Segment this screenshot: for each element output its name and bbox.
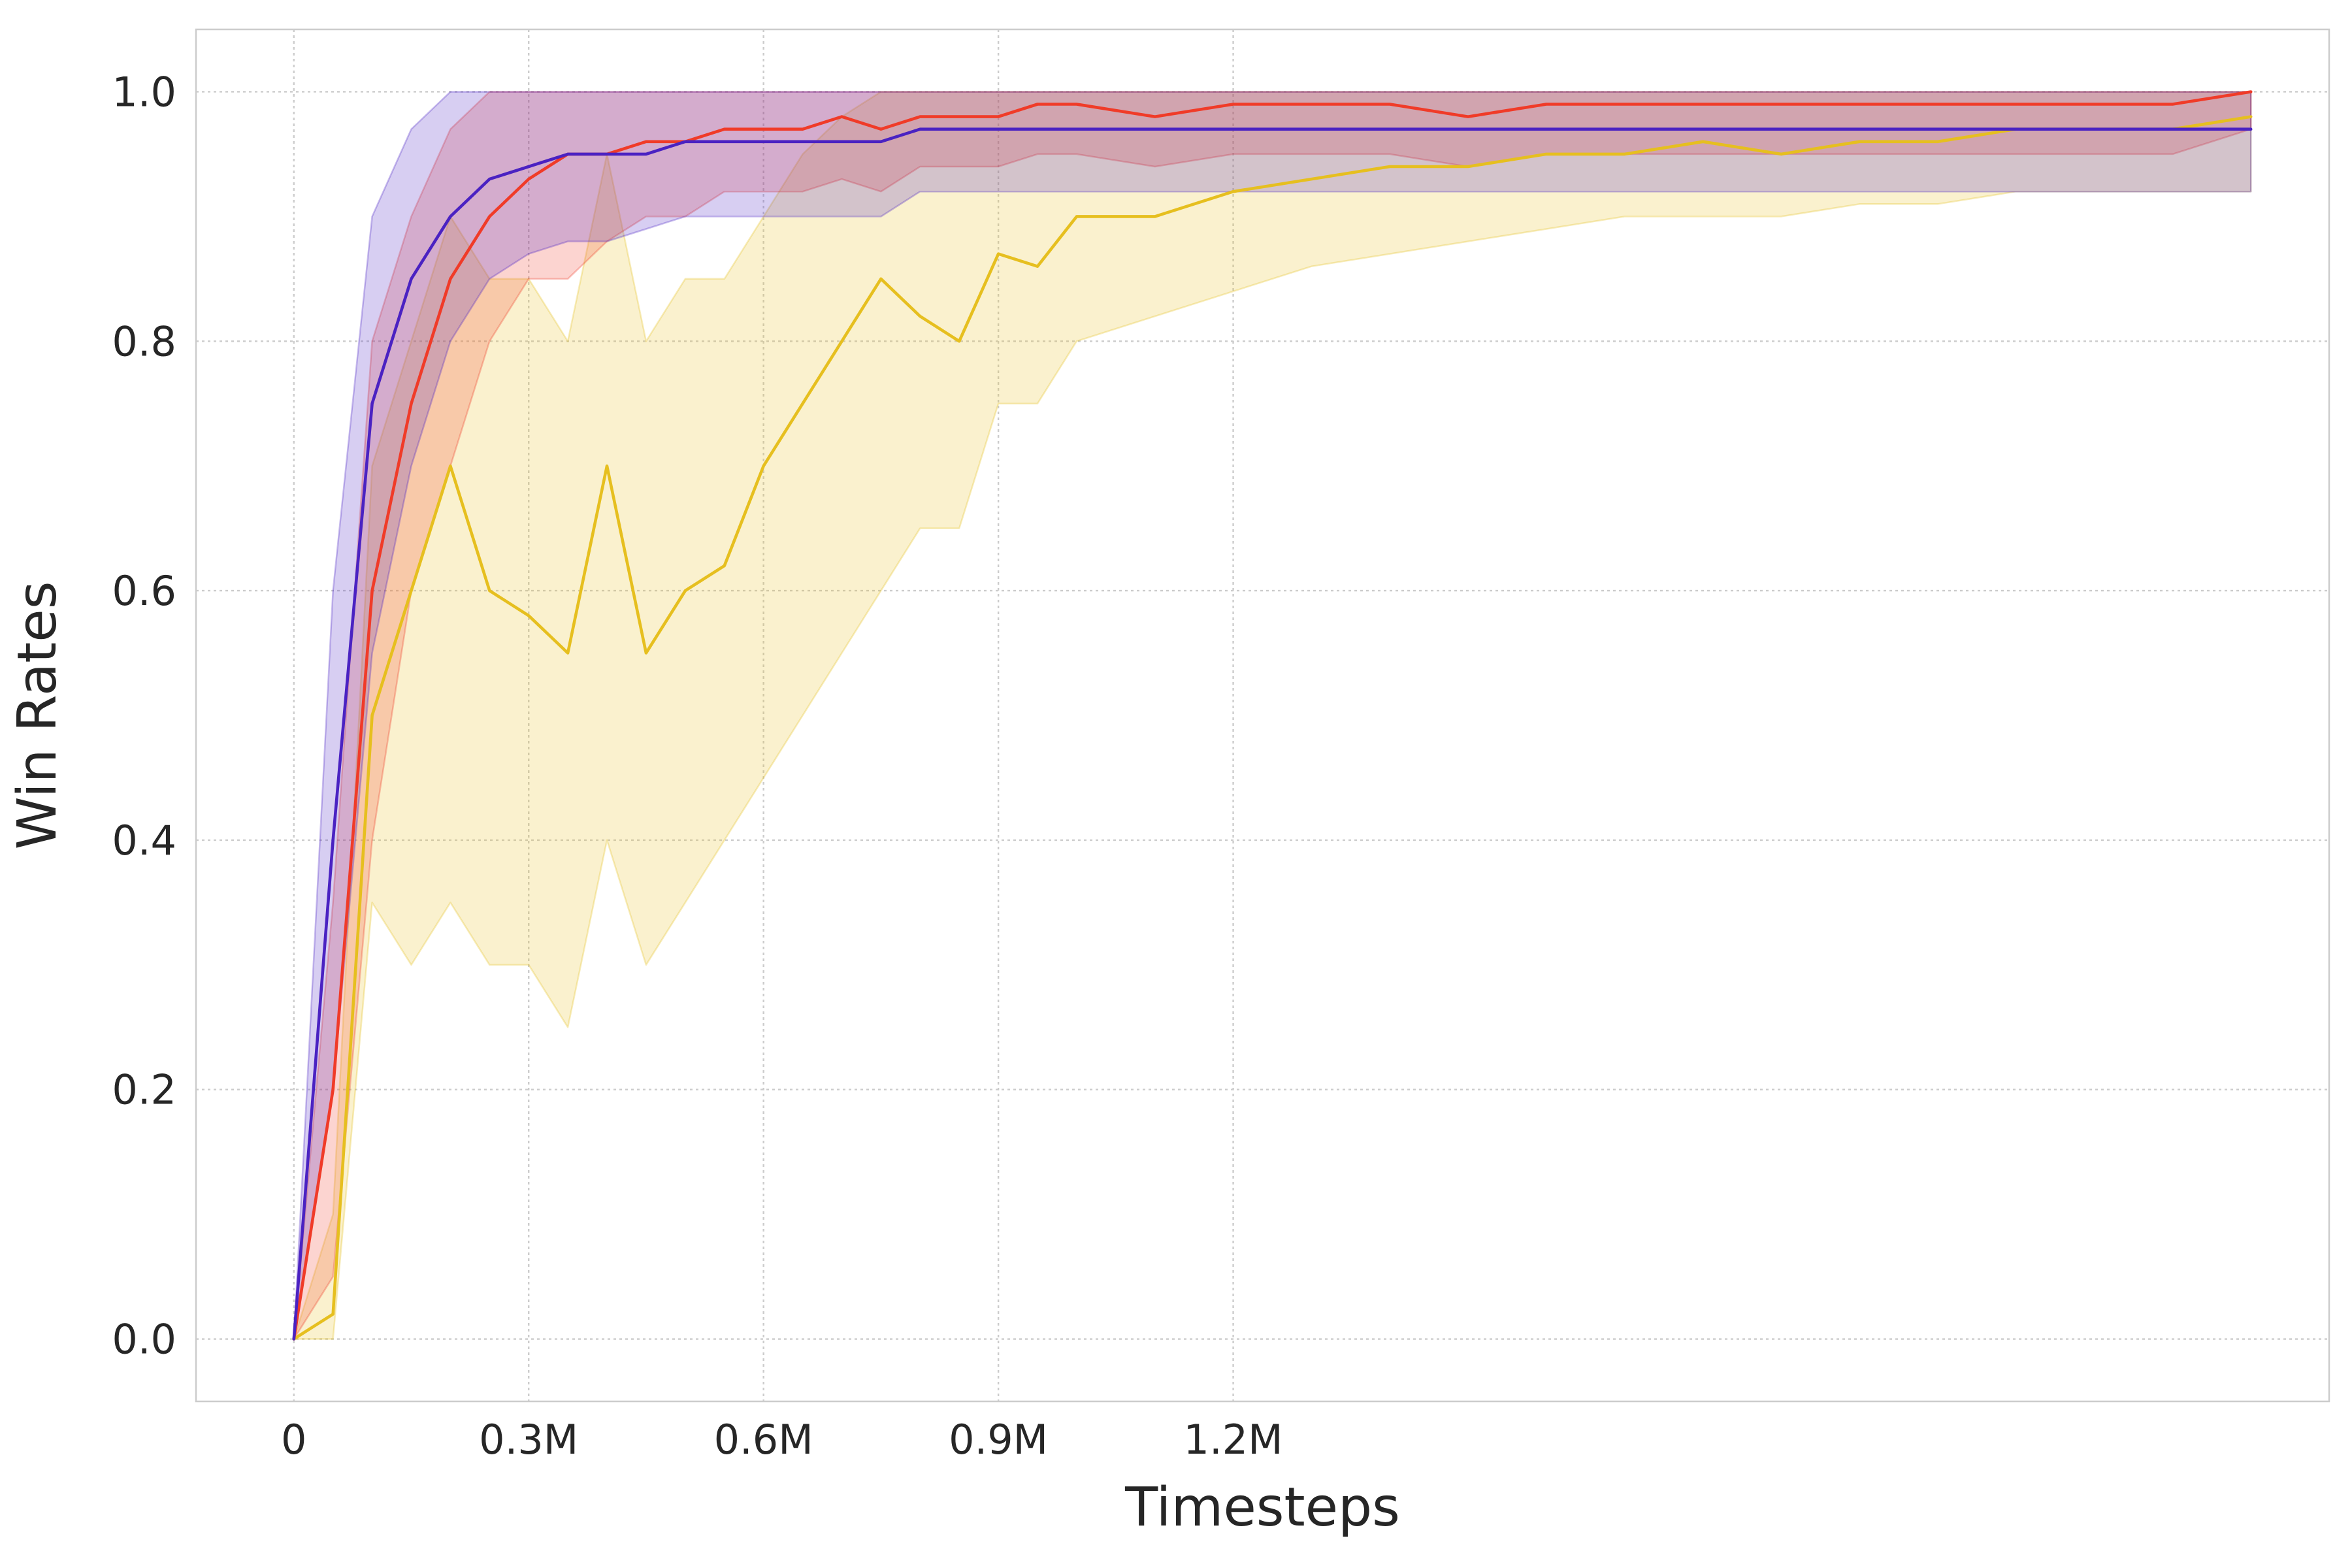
y-tick-labels: 0.0 0.2 0.4 0.6 0.8 1.0: [112, 68, 176, 1363]
y-tick-label-2: 0.4: [112, 817, 176, 864]
series-lines: [292, 90, 2253, 1341]
y-tick-label-3: 0.6: [112, 567, 176, 615]
series-2-line: [292, 127, 2253, 1341]
y-axis-label: Win Rates: [7, 581, 69, 850]
y-tick-label-4: 0.8: [112, 318, 176, 365]
series-0-line: [292, 115, 2253, 1341]
confidence-bands: [293, 91, 2252, 1340]
x-gridlines: [293, 29, 1234, 1401]
x-tick-label-0: 0: [281, 1416, 306, 1463]
series-0-band: [293, 91, 2252, 1340]
plot-frame: [195, 28, 2330, 1403]
y-tick-label-5: 1.0: [112, 68, 176, 116]
y-tick-label-0: 0.0: [112, 1316, 176, 1364]
y-tick-label-1: 0.2: [112, 1066, 176, 1114]
x-tick-labels: 0 0.3M 0.6M 0.9M 1.2M: [281, 1416, 1283, 1463]
x-tick-label-3: 0.9M: [949, 1416, 1048, 1463]
x-tick-label-1: 0.3M: [479, 1416, 578, 1463]
y-gridlines: [196, 91, 2329, 1340]
series-1-line: [292, 90, 2253, 1341]
x-tick-label-4: 1.2M: [1184, 1416, 1283, 1463]
x-tick-label-2: 0.6M: [714, 1416, 813, 1463]
x-axis-label: Timesteps: [1124, 1477, 1400, 1539]
